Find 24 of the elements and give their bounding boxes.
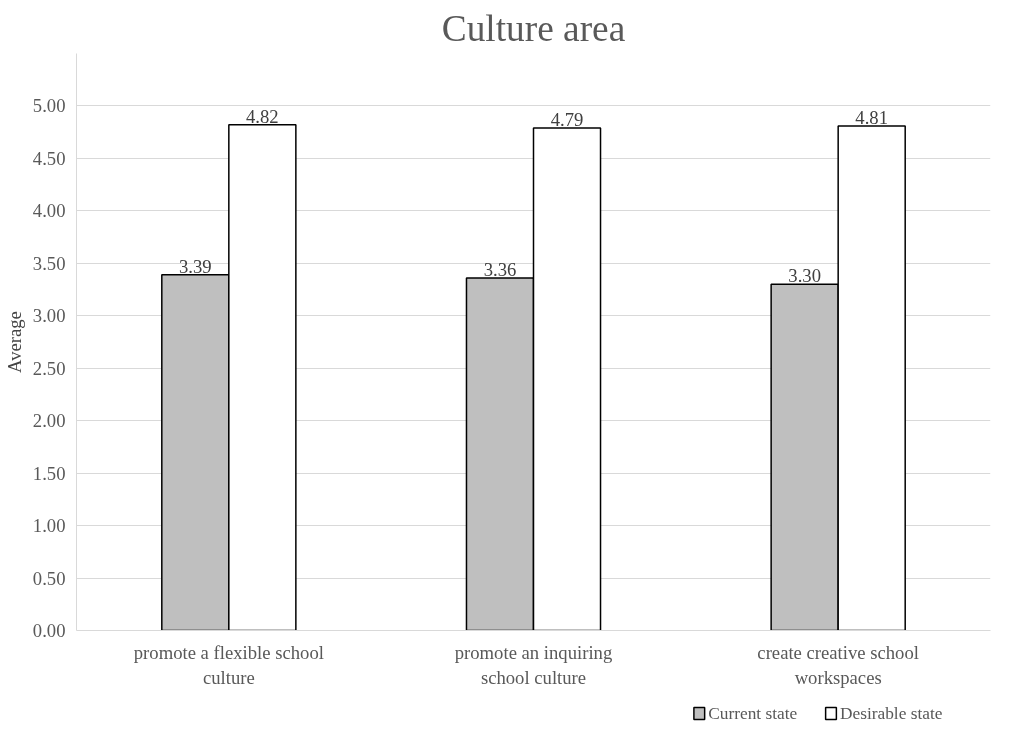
y-tick-label: 1.50 [32, 462, 66, 484]
chart-title: Culture area [441, 7, 626, 49]
y-tick-label: 4.50 [32, 147, 66, 169]
data-label: 3.36 [483, 259, 517, 281]
data-label: 4.79 [550, 108, 584, 130]
y-axis-title: Average [3, 311, 25, 373]
y-tick-label: 2.50 [32, 357, 66, 379]
x-tick-label: create creative school workspaces [757, 641, 919, 688]
y-tick-label: 4.00 [32, 200, 66, 222]
y-tick-label: 3.50 [32, 252, 66, 274]
y-tick-label: 2.00 [32, 410, 66, 432]
y-tick-label: 1.00 [32, 515, 66, 537]
y-tick-label: 0.50 [32, 567, 66, 589]
data-label: 3.39 [179, 255, 212, 277]
y-tick-label: 5.00 [32, 95, 66, 117]
legend-label: Current state [708, 704, 798, 723]
data-label: 3.30 [788, 265, 821, 287]
x-tick-label: promote a flexible school culture [133, 641, 324, 688]
y-tick-label: 0.00 [32, 620, 66, 641]
data-label: 4.81 [855, 106, 889, 128]
y-tick-label: 3.00 [32, 305, 66, 327]
legend-label: Desirable state [839, 704, 943, 723]
data-label: 4.82 [246, 105, 279, 127]
x-tick-label: promote an inquiring school culture [454, 641, 613, 688]
